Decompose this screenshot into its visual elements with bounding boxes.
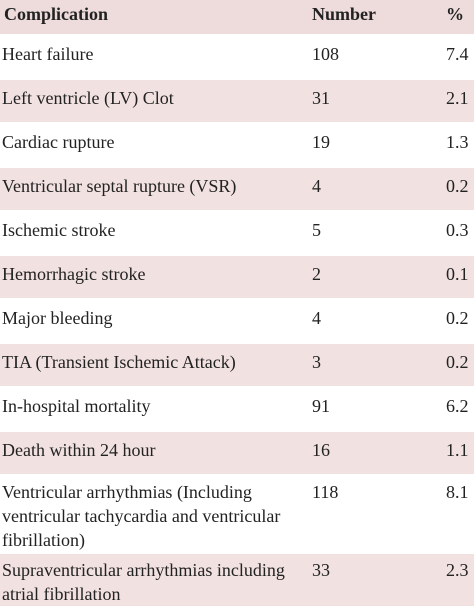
column-header: % xyxy=(442,0,474,36)
column-header: Number xyxy=(308,0,442,36)
complication-cell: TIA (Transient Ischemic Attack) xyxy=(0,344,308,388)
number-cell: 2 xyxy=(308,256,442,300)
table-row: Supraventricular arrhythmias including a… xyxy=(0,554,474,608)
table-row: Major bleeding 4 0.2 xyxy=(0,300,474,344)
complication-cell: Supraventricular arrhythmias including a… xyxy=(0,554,308,608)
percent-cell: 0.2 xyxy=(442,300,474,344)
complication-cell: Cardiac rupture xyxy=(0,124,308,168)
percent-cell: 0.2 xyxy=(442,344,474,388)
table-row: Hemorrhagic stroke 2 0.1 xyxy=(0,256,474,300)
table-row: Ventricular arrhythmias (Including ventr… xyxy=(0,476,474,554)
number-cell: 33 xyxy=(308,554,442,608)
complication-cell: Ischemic stroke xyxy=(0,212,308,256)
number-cell: 31 xyxy=(308,80,442,124)
number-cell: 19 xyxy=(308,124,442,168)
column-header: Complication xyxy=(0,0,308,36)
percent-cell: 6.2 xyxy=(442,388,474,432)
percent-cell: 8.1 xyxy=(442,476,474,554)
table-row: Death within 24 hour 16 1.1 xyxy=(0,432,474,476)
percent-cell: 1.3 xyxy=(442,124,474,168)
complication-cell: Major bleeding xyxy=(0,300,308,344)
percent-cell: 0.1 xyxy=(442,256,474,300)
percent-cell: 2.3 xyxy=(442,554,474,608)
complication-cell: Hemorrhagic stroke xyxy=(0,256,308,300)
complication-cell: Ventricular arrhythmias (Including ventr… xyxy=(0,476,308,554)
percent-cell: 0.2 xyxy=(442,168,474,212)
complication-cell: Left ventricle (LV) Clot xyxy=(0,80,308,124)
table-body: Heart failure 108 7.4 Left ventricle (LV) C… xyxy=(0,36,474,608)
complication-cell: Ventricular septal rupture (VSR) xyxy=(0,168,308,212)
table-row: Left ventricle (LV) Clot 31 2.1 xyxy=(0,80,474,124)
percent-cell: 2.1 xyxy=(442,80,474,124)
number-cell: 91 xyxy=(308,388,442,432)
table-row: Ventricular septal rupture (VSR) 4 0.2 xyxy=(0,168,474,212)
complication-cell: Heart failure xyxy=(0,36,308,80)
table-row: Cardiac rupture 19 1.3 xyxy=(0,124,474,168)
number-cell: 118 xyxy=(308,476,442,554)
number-cell: 3 xyxy=(308,344,442,388)
percent-cell: 7.4 xyxy=(442,36,474,80)
percent-cell: 1.1 xyxy=(442,432,474,476)
table-row: In-hospital mortality 91 6.2 xyxy=(0,388,474,432)
header-row: Complication Number% xyxy=(0,0,474,36)
number-cell: 5 xyxy=(308,212,442,256)
complication-cell: Death within 24 hour xyxy=(0,432,308,476)
table-row: Heart failure 108 7.4 xyxy=(0,36,474,80)
number-cell: 16 xyxy=(308,432,442,476)
number-cell: 4 xyxy=(308,168,442,212)
complication-cell: In-hospital mortality xyxy=(0,388,308,432)
table-row: TIA (Transient Ischemic Attack) 3 0.2 xyxy=(0,344,474,388)
number-cell: 4 xyxy=(308,300,442,344)
table-row: Ischemic stroke 5 0.3 xyxy=(0,212,474,256)
percent-cell: 0.3 xyxy=(442,212,474,256)
number-cell: 108 xyxy=(308,36,442,80)
